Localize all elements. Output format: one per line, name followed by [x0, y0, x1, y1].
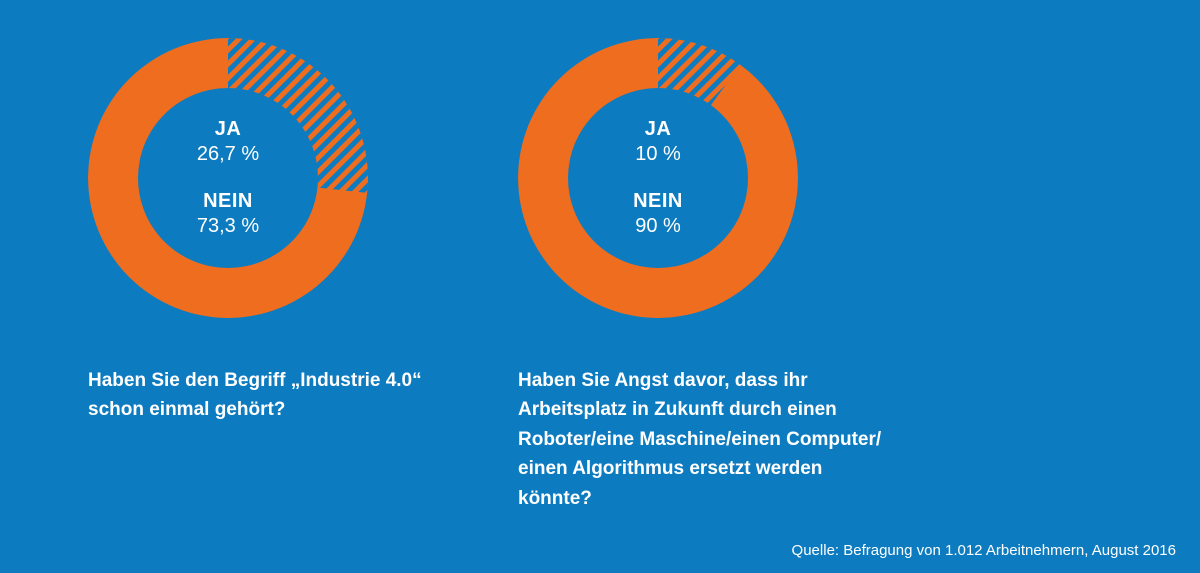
donut-chart-1: JA 26,7 % NEIN 73,3 %: [88, 38, 368, 318]
question-2: Haben Sie Angst davor, dass ihr Arbeitsp…: [518, 366, 888, 513]
nein-value-1: 73,3 %: [197, 214, 259, 239]
nein-label-2: NEIN: [633, 189, 683, 214]
ja-label-1: JA: [215, 117, 242, 142]
chart-block-2: JA 10 % NEIN 90 % Haben Sie Angst davor,…: [518, 38, 888, 513]
donut-chart-2: JA 10 % NEIN 90 %: [518, 38, 798, 318]
ja-value-1: 26,7 %: [197, 142, 259, 167]
question-1: Haben Sie den Begriff „Industrie 4.0“ sc…: [88, 366, 458, 425]
donut-center-1: JA 26,7 % NEIN 73,3 %: [88, 38, 368, 318]
nein-label-1: NEIN: [203, 189, 253, 214]
charts-row: JA 26,7 % NEIN 73,3 % Haben Sie den Begr…: [0, 0, 1200, 513]
chart-block-1: JA 26,7 % NEIN 73,3 % Haben Sie den Begr…: [88, 38, 458, 513]
ja-label-2: JA: [645, 117, 672, 142]
donut-center-2: JA 10 % NEIN 90 %: [518, 38, 798, 318]
ja-value-2: 10 %: [635, 142, 681, 167]
nein-value-2: 90 %: [635, 214, 681, 239]
source-text: Quelle: Befragung von 1.012 Arbeitnehmer…: [792, 542, 1176, 559]
